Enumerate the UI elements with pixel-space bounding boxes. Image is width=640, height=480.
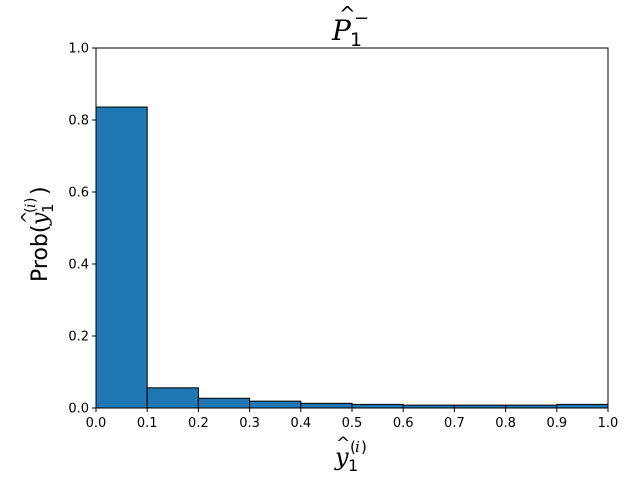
x-tick-label: 0.4	[290, 416, 311, 431]
bars-layer	[95, 106, 609, 409]
histogram-bar	[556, 403, 609, 409]
svg-text:(: (	[350, 438, 356, 456]
svg-text:): )	[361, 438, 367, 456]
x-tick-label: 0.5	[342, 416, 363, 431]
histogram-bar	[300, 402, 353, 409]
histogram-bar	[146, 387, 199, 409]
x-tick-label: 0.3	[239, 416, 260, 431]
histogram-bar	[249, 400, 302, 409]
x-tick-label: 0.6	[393, 416, 414, 431]
x-tick-label: 0.9	[546, 416, 567, 431]
svg-text:^: ^	[336, 434, 350, 454]
x-tick-label: 0.2	[188, 416, 209, 431]
svg-text:Prob(: Prob(	[28, 225, 53, 282]
svg-text:i: i	[355, 438, 360, 456]
svg-text:y: y	[334, 443, 349, 471]
svg-text:−: −	[354, 8, 369, 29]
x-axis-label: y ^ 1 ( i )	[334, 434, 367, 475]
y-tick-label: 0.0	[68, 402, 89, 417]
y-tick-label: 0.8	[68, 114, 89, 129]
svg-text:1: 1	[39, 203, 57, 213]
histogram-bar	[95, 106, 148, 409]
x-tick-label: 0.8	[495, 416, 516, 431]
svg-text:i: i	[23, 204, 39, 208]
chart-title: P ^ 1 −	[331, 2, 369, 51]
svg-text:): )	[28, 186, 53, 195]
svg-text:1: 1	[350, 29, 362, 51]
x-tick-label: 1.0	[598, 416, 619, 431]
svg-text:): )	[23, 198, 39, 203]
svg-text:(: (	[23, 208, 39, 213]
histogram-bar	[197, 397, 251, 409]
y-axis-label: Prob( y ^ 1 ( i ) )	[18, 186, 57, 282]
y-tick-label: 0.4	[68, 258, 89, 273]
y-tick-label: 0.6	[68, 186, 89, 201]
plot-frame	[95, 47, 609, 409]
svg-text:^: ^	[339, 2, 356, 26]
x-tick-label: 0.0	[86, 416, 107, 431]
x-tick-label: 0.7	[444, 416, 465, 431]
svg-text:^: ^	[18, 211, 37, 224]
svg-text:P: P	[331, 14, 352, 47]
ticks-layer: 0.0 0.1 0.2 0.3 0.4 0.5 0.6 0.7 0.8 0.9 1.0 0.0 0.2 0…	[68, 42, 618, 432]
histogram-bar	[351, 403, 404, 409]
x-tick-label: 0.1	[137, 416, 158, 431]
y-tick-label: 0.2	[68, 330, 89, 345]
svg-text:y: y	[28, 212, 53, 226]
y-tick-label: 1.0	[68, 42, 89, 57]
svg-text:1: 1	[348, 456, 358, 475]
